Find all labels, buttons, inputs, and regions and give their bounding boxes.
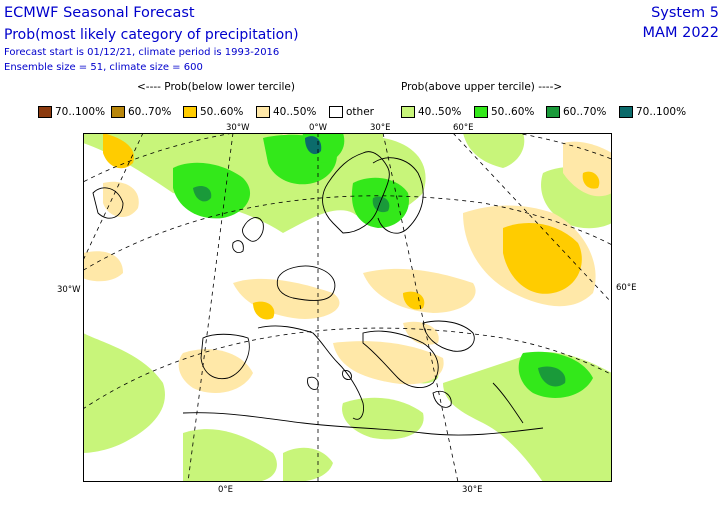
lon-label-30e-top: 30°E <box>370 123 391 133</box>
season-label: MAM 2022 <box>642 25 719 41</box>
legend-swatch <box>619 106 633 118</box>
above-70-100-regions <box>305 136 322 155</box>
lon-label-0e-bottom: 0°E <box>218 485 234 495</box>
legend-swatch <box>401 106 415 118</box>
legend-item-below-50-60: 50..60% <box>183 105 243 119</box>
legend-item-below-70-100: 70..100% <box>38 105 105 119</box>
legend-item-below-60-70: 60..70% <box>111 105 171 119</box>
lon-label-0w-top: 0°W <box>309 123 328 133</box>
legend-item-other: other <box>329 105 374 119</box>
legend-swatch <box>183 106 197 118</box>
forecast-start-info: Forecast start is 01/12/21, climate peri… <box>4 47 280 58</box>
forecast-variable-title: Prob(most likely category of precipitati… <box>4 27 299 43</box>
lon-label-30w-top: 30°W <box>226 123 250 133</box>
legend-swatch <box>38 106 52 118</box>
legend-swatch <box>546 106 560 118</box>
probability-map <box>83 133 612 482</box>
coastlines <box>92 151 544 436</box>
lat-label-left: 30°W <box>57 285 81 295</box>
legend-swatch <box>111 106 125 118</box>
legend-item-above-70-100: 70..100% <box>619 105 686 119</box>
below-50-60-regions <box>103 133 600 320</box>
lon-label-60e-top: 60°E <box>453 123 474 133</box>
legend-above-header: Prob(above upper tercile) ----> <box>401 81 563 93</box>
legend-item-above-50-60: 50..60% <box>474 105 534 119</box>
legend-item-above-60-70: 60..70% <box>546 105 606 119</box>
graticule <box>83 133 612 482</box>
ensemble-size-info: Ensemble size = 51, climate size = 600 <box>4 62 203 73</box>
lat-label-right: 60°E <box>616 283 637 293</box>
legend-item-below-40-50: 40..50% <box>256 105 316 119</box>
map-frame <box>83 133 612 482</box>
legend-swatch <box>256 106 270 118</box>
legend-below-header: <---- Prob(below lower tercile) <box>137 81 295 93</box>
page-title: ECMWF Seasonal Forecast <box>4 5 195 21</box>
above-60-70-regions <box>193 186 566 387</box>
system-label: System 5 <box>651 5 719 21</box>
legend-swatch <box>474 106 488 118</box>
above-40-50-regions <box>83 133 612 482</box>
legend-item-above-40-50: 40..50% <box>401 105 461 119</box>
legend-swatch <box>329 106 343 118</box>
lon-label-30e-bottom: 30°E <box>462 485 483 495</box>
